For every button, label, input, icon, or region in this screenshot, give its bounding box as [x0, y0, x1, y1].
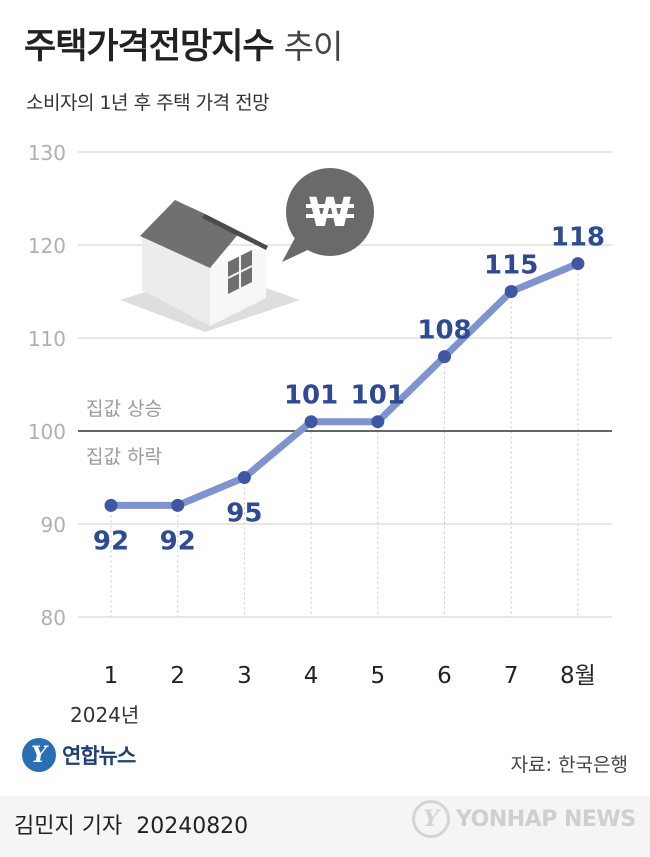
data-label: 95 [226, 499, 262, 529]
data-label: 115 [484, 251, 538, 281]
house-icon [120, 200, 300, 332]
x-axis-year-label: 2024년 [70, 703, 139, 727]
source-label: 자료: 한국은행 [510, 754, 628, 776]
y-tick-label: 100 [28, 420, 66, 444]
data-point [104, 498, 118, 512]
svg-text:W: W [308, 190, 352, 236]
yonhap-logo: Y 연합뉴스 [22, 738, 136, 772]
data-label: 92 [160, 526, 196, 556]
data-label: 92 [93, 526, 129, 556]
x-tick-label: 4 [304, 663, 319, 689]
data-point [571, 257, 585, 271]
data-point [304, 415, 318, 429]
x-tick-label: 5 [370, 663, 385, 689]
x-tick-label: 6 [437, 663, 452, 689]
title-row: 주택가격전망지수 추이 [24, 18, 344, 78]
y-tick-label: 80 [41, 606, 66, 630]
x-tick-label: 8월 [560, 663, 596, 689]
data-label: 101 [284, 381, 338, 411]
chart-title-suffix: 추이 [283, 27, 344, 66]
series-points [104, 257, 585, 512]
watermark-logo-icon: Y [412, 800, 450, 838]
x-tick-label: 2 [170, 663, 185, 689]
byline-date: 20240820 [136, 814, 249, 839]
y-tick-label: 90 [41, 513, 66, 537]
y-tick-label: 110 [28, 327, 66, 351]
watermark-text: YONHAP NEWS [456, 806, 636, 832]
logo-text: 연합뉴스 [62, 744, 136, 768]
data-point [438, 350, 451, 364]
chart-title: 주택가격전망지수 [24, 27, 275, 67]
reference-label-down: 집값 하락 [86, 446, 162, 468]
watermark: Y YONHAP NEWS [412, 800, 636, 838]
line-chart: 80 90 100 110 120 130 W 집값 상승 집값 하락 92 92 95 101… [28, 141, 612, 727]
data-label: 101 [351, 381, 405, 411]
footer-bar [0, 796, 650, 857]
data-label: 108 [417, 316, 471, 346]
data-point [504, 285, 518, 298]
reference-label-up: 집값 상승 [86, 398, 162, 420]
x-tick-label: 1 [104, 663, 119, 689]
byline: 김민지 기자 20240820 [14, 808, 248, 840]
x-axis-ticks: 1 2 3 4 5 6 7 8월 [104, 663, 596, 689]
series-line [107, 260, 582, 509]
data-labels: 92 92 95 101 101 108 115 118 [93, 223, 605, 557]
byline-author: 김민지 기자 [14, 814, 123, 839]
won-bubble-icon: W [282, 168, 374, 262]
x-guide-lines [110, 263, 579, 617]
y-axis-ticks: 80 90 100 110 120 130 [28, 141, 66, 630]
x-tick-label: 3 [237, 663, 252, 689]
data-point [171, 498, 185, 512]
y-tick-label: 130 [28, 141, 66, 165]
x-tick-label: 7 [504, 663, 519, 689]
chart-subtitle: 소비자의 1년 후 주택 가격 전망 [26, 92, 270, 114]
yonhap-logo-icon: Y [22, 738, 56, 772]
data-label: 118 [551, 223, 605, 253]
y-tick-label: 120 [28, 234, 66, 258]
data-point [371, 415, 385, 429]
data-point [237, 471, 251, 484]
